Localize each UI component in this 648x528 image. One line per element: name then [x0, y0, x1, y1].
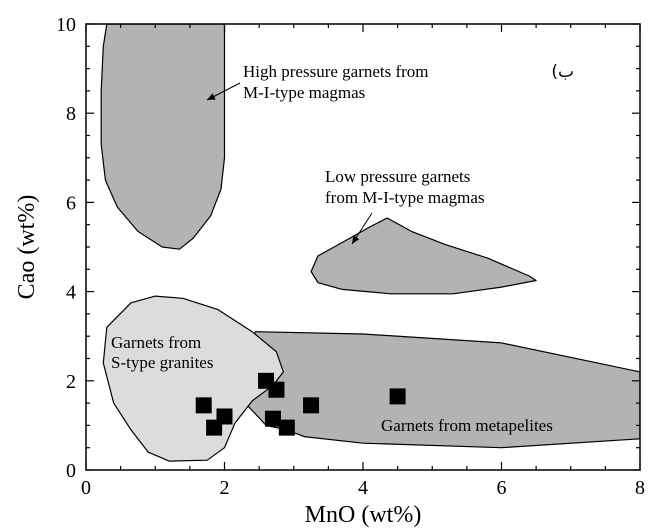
region-label-low-pressure-garnets-from-m-i-type-magmas: Low pressure garnets from M-I-type magmas	[325, 167, 485, 207]
data-point	[268, 381, 285, 398]
x-axis-title: MnO (wt%)	[305, 502, 422, 528]
region-label-garnets-from-s-type-granites: Garnets from S-type granites	[111, 333, 213, 372]
x-tick-label: 2	[220, 477, 230, 499]
x-tick-label: 8	[635, 477, 645, 499]
region-low-pressure-garnets-from-m-i-type-magmas	[310, 217, 537, 295]
region-labels: High pressure garnets from M-I-type magma…	[111, 62, 574, 435]
region-high-pressure-garnets-from-m-i-type-magmas	[100, 24, 226, 250]
arrow-low-pressure	[351, 212, 373, 245]
arrow-high-pressure	[206, 82, 241, 101]
region-label-garnets-from-metapelites: Garnets from metapelites	[381, 416, 553, 435]
data-point	[278, 419, 295, 436]
data-point	[195, 397, 212, 414]
data-points	[195, 372, 406, 436]
data-point	[303, 397, 320, 414]
x-tick-label: 6	[497, 477, 507, 499]
y-tick-label: 4	[66, 282, 76, 304]
y-tick-label: 2	[66, 371, 76, 393]
region-garnets-from-s-type-granites	[102, 295, 284, 462]
y-tick-label: 8	[66, 103, 76, 125]
x-tick-label: 4	[358, 477, 368, 499]
data-point	[389, 388, 406, 405]
y-axis-title: Cao (wt%)	[14, 195, 40, 300]
x-tick-label: 0	[81, 477, 91, 499]
region-label-high-pressure-garnets-from-m-i-type-magmas: High pressure garnets from M-I-type magma…	[243, 62, 429, 102]
data-point	[264, 410, 281, 427]
data-point	[216, 408, 233, 425]
y-tick-label: 10	[56, 14, 76, 36]
regions-layer	[100, 24, 640, 462]
y-tick-label: 6	[66, 192, 76, 214]
axes: 0 2 4 6 8 0 2 4 6 8 10 MnO (wt%) Cao (wt%)	[14, 14, 645, 528]
panel-label: (ب	[551, 62, 574, 82]
y-tick-label: 0	[66, 460, 76, 482]
